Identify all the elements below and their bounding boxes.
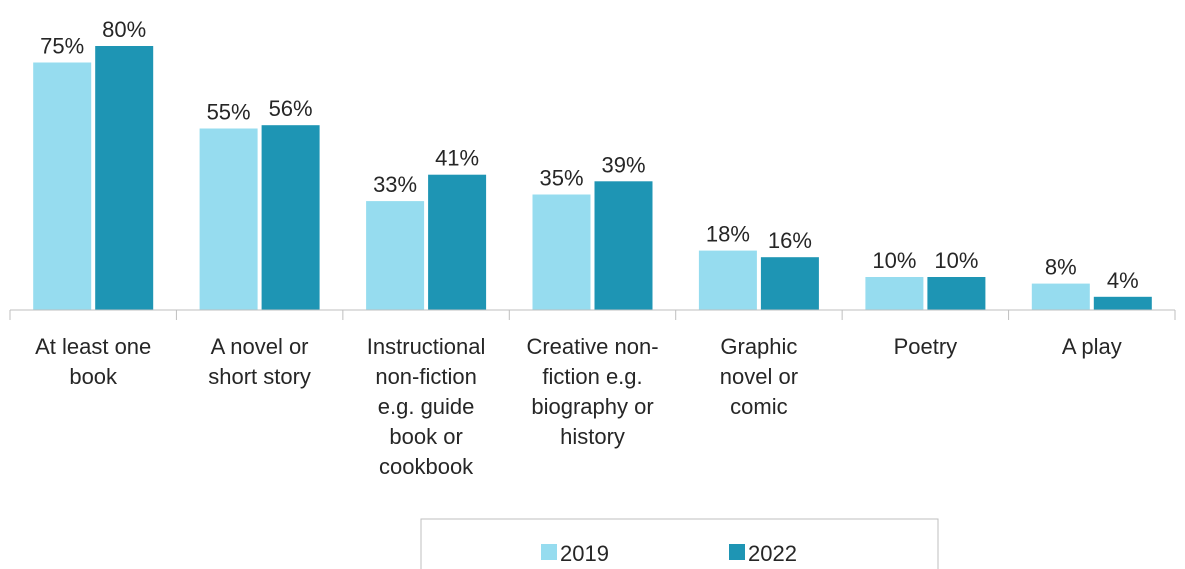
data-label-2019-3: 35% [539, 166, 583, 191]
bar-2019-4 [698, 250, 757, 310]
category-label-4-line-2: comic [730, 394, 787, 419]
data-label-2019-4: 18% [706, 222, 750, 247]
data-label-2019-6: 8% [1045, 255, 1077, 280]
legend-label-2022: 2022 [748, 541, 797, 566]
legend-swatch-2019 [541, 544, 557, 560]
bar-labels-group: 75% 80% 55% 56% 33% 41% 35% 39% 18% 16% 10% 10% 8% 4% [40, 17, 1139, 293]
bar-2019-1 [199, 128, 258, 310]
x-axis-ticks [9, 310, 1176, 320]
category-label-6-line-0: A play [1062, 334, 1122, 359]
category-label-0-line-0: At least one [35, 334, 151, 359]
data-label-2022-2: 41% [435, 146, 479, 171]
bar-2022-0 [95, 46, 154, 310]
category-label-1-line-1: short story [208, 364, 311, 389]
category-label-2-line-4: cookbook [379, 454, 474, 479]
data-label-2022-6: 4% [1107, 268, 1139, 293]
data-label-2022-4: 16% [768, 228, 812, 253]
bar-2022-1 [261, 125, 320, 310]
bar-2022-2 [428, 174, 487, 310]
category-label-2-line-3: book or [389, 424, 462, 449]
data-label-2019-1: 55% [207, 100, 251, 125]
legend: 2019 2022 [420, 518, 939, 569]
category-label-4-line-1: novel or [720, 364, 798, 389]
legend-label-2019: 2019 [560, 541, 609, 566]
bars-group [33, 46, 1152, 310]
legend-swatch-2022 [729, 544, 745, 560]
data-label-2022-1: 56% [269, 96, 313, 121]
bar-2019-5 [865, 277, 924, 310]
category-label-0-line-1: book [69, 364, 118, 389]
data-label-2022-3: 39% [601, 152, 645, 177]
data-label-2019-5: 10% [872, 248, 916, 273]
bar-2022-3 [594, 181, 653, 310]
category-label-1-line-0: A novel or [211, 334, 309, 359]
bar-2022-5 [927, 277, 986, 310]
category-label-5-line-0: Poetry [894, 334, 958, 359]
category-label-3-line-3: history [560, 424, 625, 449]
category-label-4-line-0: Graphic [720, 334, 797, 359]
category-labels-group: At least one book A novel or short story Ins… [35, 334, 1122, 479]
category-label-2-line-1: non-fiction [375, 364, 477, 389]
category-label-3-line-2: biography or [531, 394, 653, 419]
category-label-3-line-0: Creative non- [526, 334, 658, 359]
data-label-2022-5: 10% [934, 248, 978, 273]
data-label-2019-0: 75% [40, 34, 84, 59]
bar-2019-6 [1031, 283, 1090, 310]
category-label-2-line-2: e.g. guide [378, 394, 475, 419]
bar-2019-2 [366, 201, 425, 310]
bar-2019-0 [33, 62, 92, 310]
bar-2022-6 [1093, 296, 1152, 310]
legend-box [420, 518, 939, 569]
data-label-2019-2: 33% [373, 172, 417, 197]
bar-2019-3 [532, 194, 591, 310]
category-label-3-line-1: fiction e.g. [542, 364, 642, 389]
data-label-2022-0: 80% [102, 17, 146, 42]
category-label-2-line-0: Instructional [367, 334, 486, 359]
bar-2022-4 [760, 257, 819, 310]
